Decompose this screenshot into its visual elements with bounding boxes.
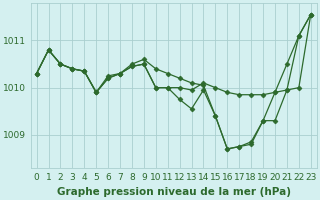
X-axis label: Graphe pression niveau de la mer (hPa): Graphe pression niveau de la mer (hPa) (57, 187, 291, 197)
